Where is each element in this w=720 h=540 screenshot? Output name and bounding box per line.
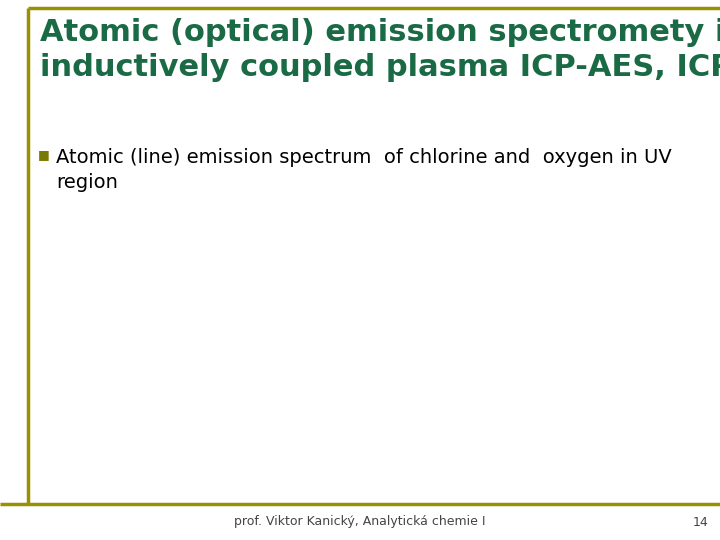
Text: ■: ■ [38,148,50,161]
Text: prof. Viktor Kanický, Analytická chemie I: prof. Viktor Kanický, Analytická chemie … [234,516,486,529]
Text: Atomic (line) emission spectrum  of chlorine and  oxygen in UV
region: Atomic (line) emission spectrum of chlor… [56,148,672,192]
Text: Atomic (optical) emission spectromety in
inductively coupled plasma ICP-AES, ICP: Atomic (optical) emission spectromety in… [40,18,720,82]
Text: 14: 14 [692,516,708,529]
